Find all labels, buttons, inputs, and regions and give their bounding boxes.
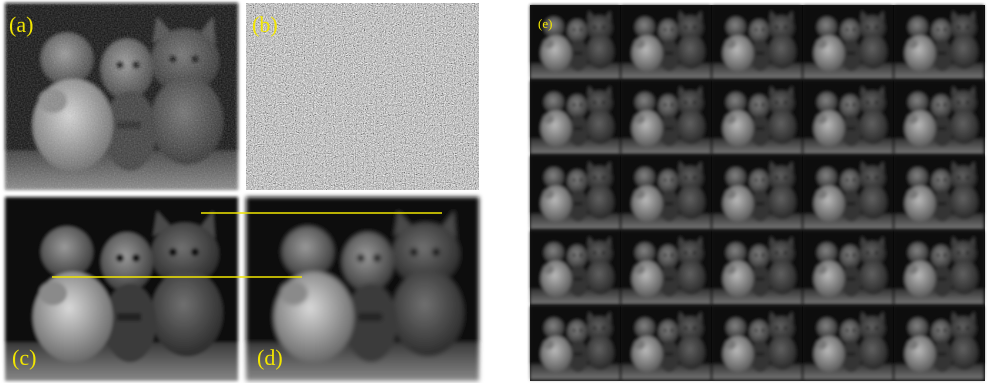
frame-tile — [712, 231, 802, 305]
panel-label: (e) — [538, 16, 552, 31]
frame-tile — [894, 155, 984, 229]
frame-tile — [530, 231, 620, 305]
frame-tile — [894, 231, 984, 305]
panel-a: (a) — [5, 3, 238, 190]
frame-tile — [712, 155, 802, 229]
frame-tile — [530, 306, 620, 380]
frame-tile — [803, 155, 893, 229]
frame-tile — [712, 306, 802, 380]
frame-tile — [621, 80, 711, 154]
figure: (a) (b) (c) (d) (e) — [0, 0, 990, 383]
frame-tile — [621, 155, 711, 229]
panel-d: (d) — [246, 197, 479, 381]
frame-tile — [894, 80, 984, 154]
frame-tile — [621, 5, 711, 79]
panel-label: (c) — [12, 345, 36, 370]
frame-tile — [712, 5, 802, 79]
frame-tile — [803, 5, 893, 79]
frame-tile — [712, 80, 802, 154]
panel-label: (b) — [252, 12, 278, 37]
panel-c: (c) — [5, 197, 238, 381]
panel-b: (b) — [246, 3, 479, 190]
frame-tile — [530, 155, 620, 229]
frame-tile — [894, 306, 984, 380]
panel-label: (a) — [9, 12, 33, 37]
frame-tile — [621, 306, 711, 380]
frame-tile — [803, 306, 893, 380]
panel-label: (d) — [257, 345, 283, 370]
frame-tile — [894, 5, 984, 79]
frame-tile — [803, 231, 893, 305]
frame-tile — [621, 231, 711, 305]
panel-e — [530, 5, 985, 381]
frame-tile — [530, 80, 620, 154]
frame-tile — [803, 80, 893, 154]
